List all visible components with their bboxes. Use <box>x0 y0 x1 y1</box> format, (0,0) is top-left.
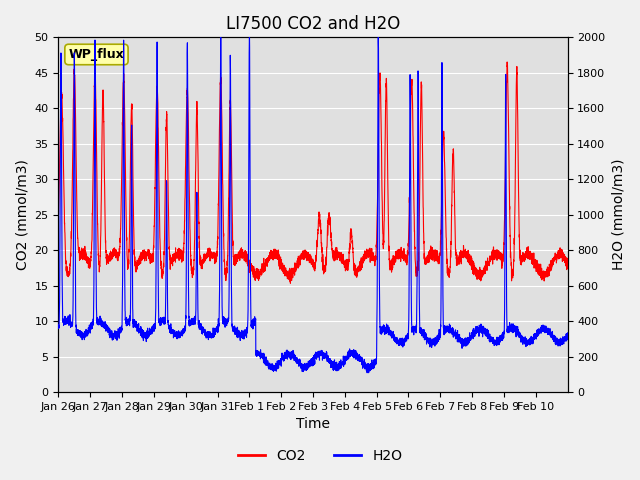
X-axis label: Time: Time <box>296 418 330 432</box>
Y-axis label: H2O (mmol/m3): H2O (mmol/m3) <box>611 159 625 270</box>
Legend: CO2, H2O: CO2, H2O <box>232 443 408 468</box>
Y-axis label: CO2 (mmol/m3): CO2 (mmol/m3) <box>15 159 29 270</box>
Text: WP_flux: WP_flux <box>68 48 124 61</box>
Title: LI7500 CO2 and H2O: LI7500 CO2 and H2O <box>226 15 400 33</box>
